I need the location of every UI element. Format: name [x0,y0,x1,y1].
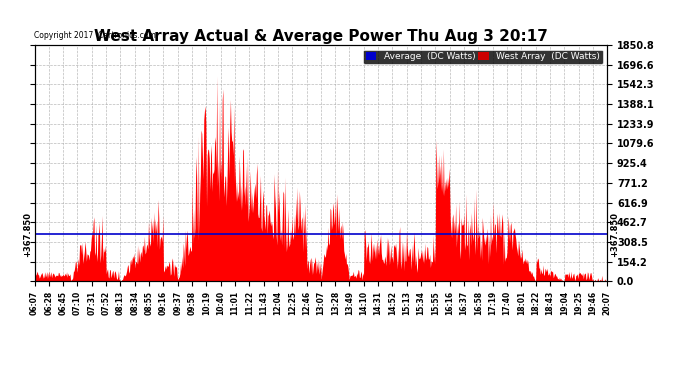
Text: +367.850: +367.850 [610,212,619,257]
Title: West Array Actual & Average Power Thu Aug 3 20:17: West Array Actual & Average Power Thu Au… [94,29,548,44]
Legend: Average  (DC Watts), West Array  (DC Watts): Average (DC Watts), West Array (DC Watts… [363,50,602,64]
Text: Copyright 2017  Cartronics.com: Copyright 2017 Cartronics.com [34,31,157,40]
Text: +367.850: +367.850 [23,212,32,257]
